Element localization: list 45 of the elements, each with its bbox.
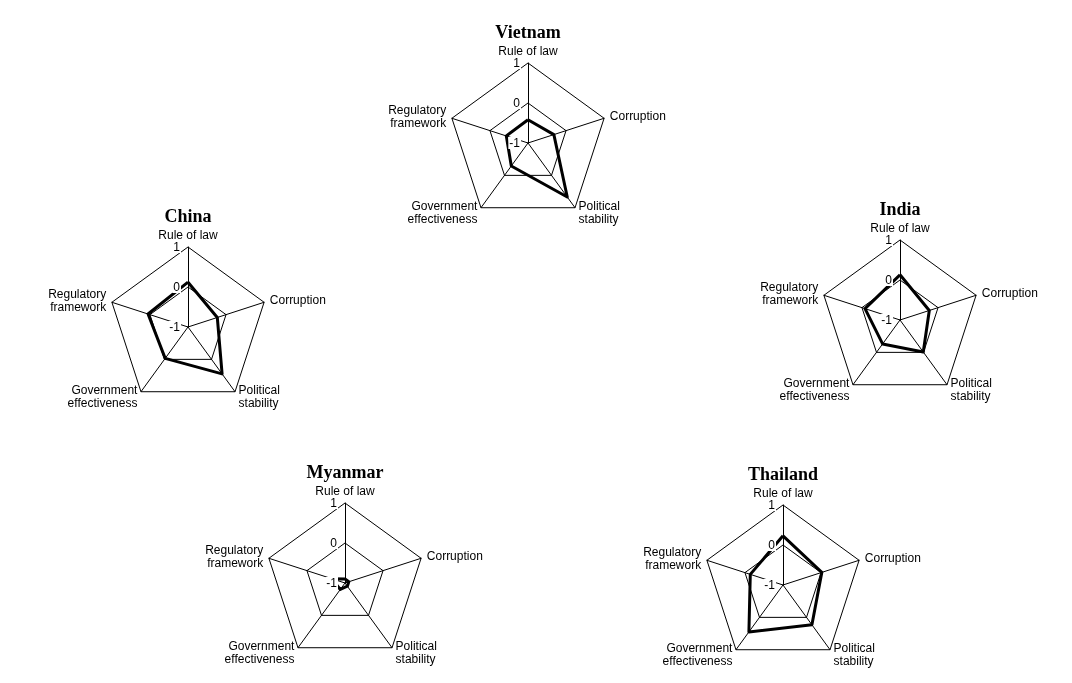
chart-title: Vietnam	[495, 22, 561, 42]
spoke-label: Regulatory framework	[388, 102, 448, 130]
spoke-label: Government effectiveness	[662, 641, 734, 669]
spoke-label: Political stability	[950, 376, 992, 404]
y-tick-label: -1	[169, 320, 181, 334]
y-tick-label: -1	[509, 136, 521, 150]
spoke-label: Regulatory framework	[205, 542, 265, 570]
spoke-label: Rule of law	[158, 227, 219, 242]
chart-title: Myanmar	[306, 462, 384, 482]
spoke-label: Rule of law	[753, 485, 814, 500]
y-tick-label: 1	[173, 240, 181, 254]
spoke-label: Government effectiveness	[224, 639, 296, 667]
spoke-label: Regulatory framework	[643, 544, 703, 572]
spoke-label: Rule of law	[498, 43, 559, 58]
y-tick-label: -1	[881, 313, 893, 327]
chart-title: Thailand	[747, 464, 819, 484]
spoke-label: Corruption	[609, 109, 666, 124]
spoke-label: Corruption	[269, 293, 326, 308]
y-tick-label: -1	[764, 578, 776, 592]
y-tick-label: 0	[768, 538, 776, 552]
spoke-label: Rule of law	[870, 220, 931, 235]
y-tick-label: 0	[330, 536, 338, 550]
y-tick-label: -1	[326, 576, 338, 590]
y-tick-label: 1	[513, 56, 521, 70]
spoke-label: Regulatory framework	[48, 286, 108, 314]
spoke-label: Corruption	[981, 286, 1038, 301]
spoke-label: Rule of law	[315, 483, 376, 498]
spoke-label: Political stability	[395, 639, 437, 667]
spoke-label: Corruption	[426, 549, 483, 564]
y-tick-label: 1	[330, 496, 338, 510]
spoke-label: Political stability	[578, 199, 620, 227]
chart-title: China	[164, 206, 212, 226]
spoke-label: Government effectiveness	[779, 376, 851, 404]
spoke-label: Regulatory framework	[760, 279, 820, 307]
spoke-label: Government effectiveness	[407, 199, 479, 227]
y-tick-label: 0	[173, 280, 181, 294]
spoke-label: Political stability	[238, 383, 280, 411]
y-tick-label: 0	[885, 273, 893, 287]
spoke-label: Government effectiveness	[67, 383, 139, 411]
y-tick-label: 1	[885, 233, 893, 247]
y-tick-label: 1	[768, 498, 776, 512]
y-tick-label: 0	[513, 96, 521, 110]
spoke-label: Corruption	[864, 551, 921, 566]
chart-title: India	[879, 199, 921, 219]
spoke-label: Political stability	[833, 641, 875, 669]
